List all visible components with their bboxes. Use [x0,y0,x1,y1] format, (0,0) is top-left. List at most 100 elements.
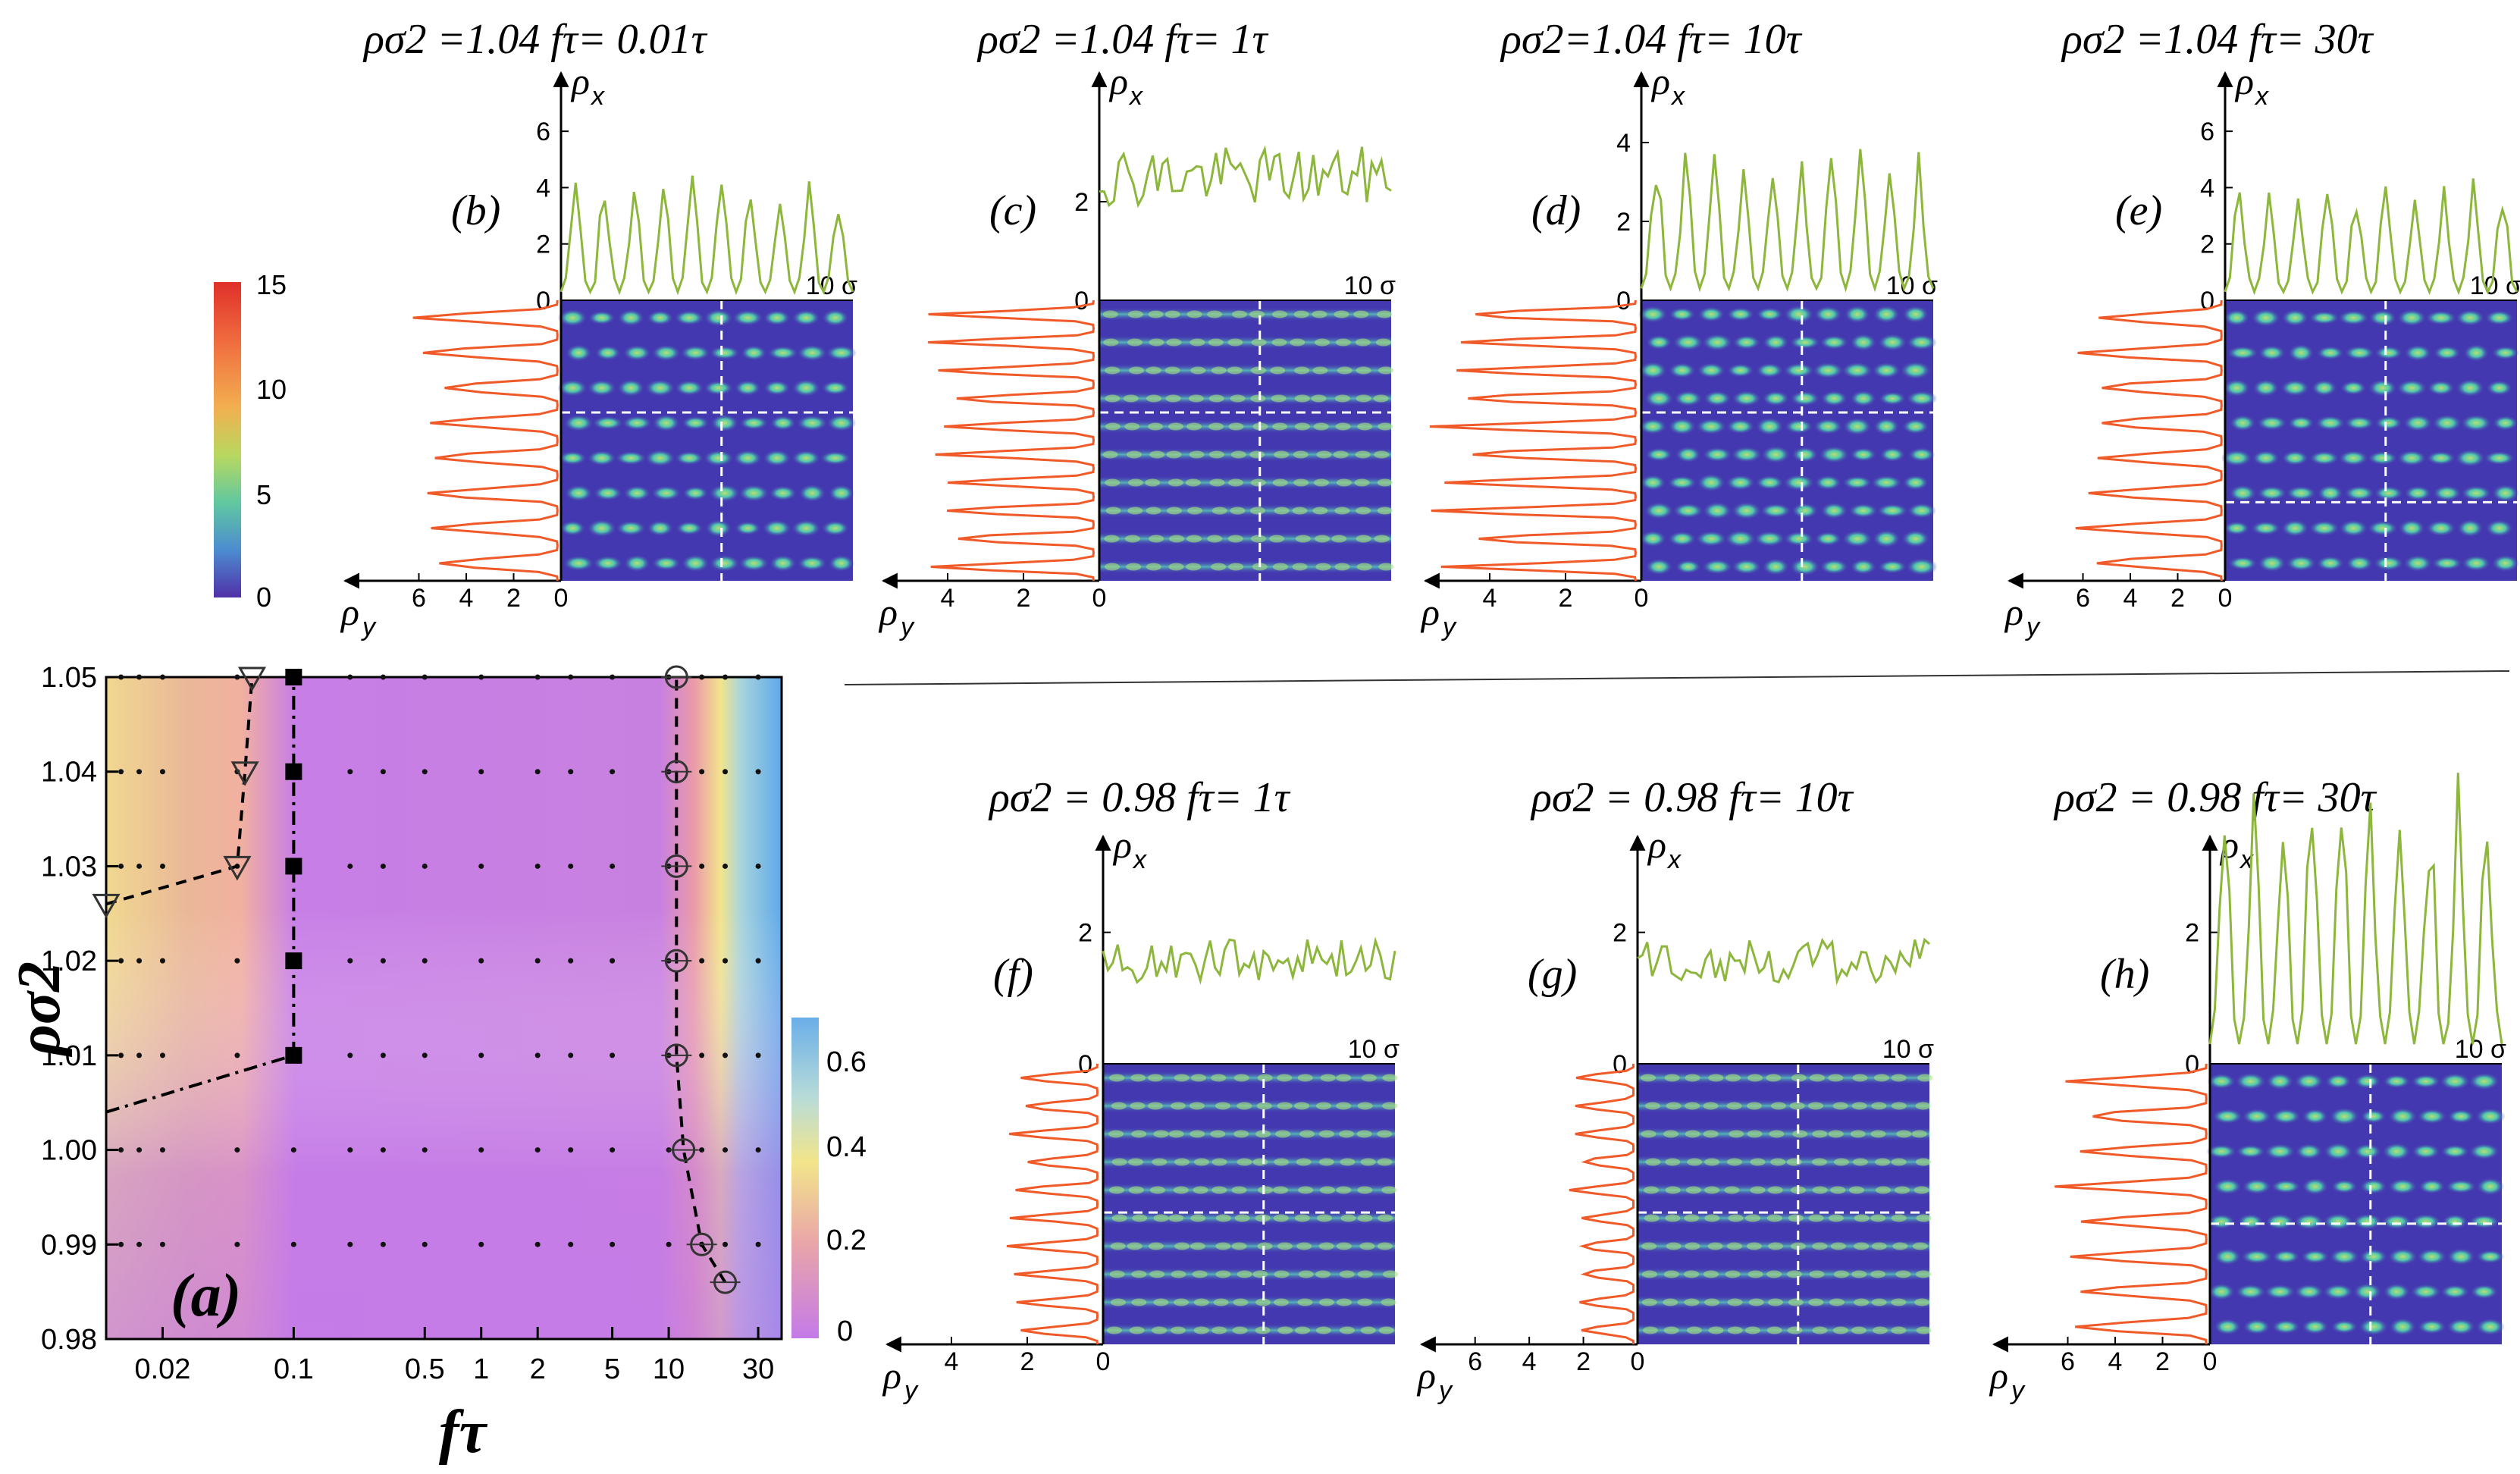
density-spot [1784,419,1813,434]
density-blob [1361,1074,1377,1082]
density-blob [1211,563,1227,571]
density-blob [1378,366,1393,375]
density-blob [1704,1158,1720,1166]
density-blob [1664,1074,1680,1082]
density-spot [2402,414,2433,432]
grid-dot [118,863,124,869]
density-spot [709,346,741,360]
triangle-marker [230,761,259,786]
density-spot [1726,363,1754,378]
density-blob [1109,1074,1125,1082]
density-spot [650,485,682,501]
x-tick-label: 1 [473,1353,489,1385]
colorbar-phase-tick: 0 [837,1316,853,1347]
density-spot [2432,485,2462,501]
density-spot [622,416,653,431]
density-spot [2374,416,2403,431]
density-blob [1377,310,1393,318]
density-blob [1272,422,1288,431]
panel-label: (e) [2115,187,2162,234]
grid-dot [347,769,353,775]
density-blob [1914,1298,1930,1306]
panel-title: ρσ2 = 0.98 fτ= 10τ [1530,774,1854,821]
phase-diagram: (a) 0.02 0.1 0.5 1 2 5 10 30 0.98 0.99 1.00 1.01 1.0… [6,662,783,1466]
density-spot [2293,1213,2324,1230]
density-blob [1854,1298,1870,1306]
density-spot [828,485,855,502]
density-blob [1357,1186,1373,1194]
density-blob [1228,478,1244,487]
colorbar-phase-tick: 0.2 [826,1225,867,1256]
x-tick-label: 30 [742,1353,774,1385]
density-blob [1149,338,1164,347]
density-spot [1789,557,1820,576]
density-blob [1340,1214,1356,1222]
density-spot [1844,305,1871,324]
density-spot [1812,362,1845,379]
density-spot [1703,390,1732,406]
density-spot [2446,1318,2476,1335]
density-blob [1788,1214,1804,1222]
density-blob [1111,1214,1127,1222]
density-blob [1829,1298,1845,1306]
density-spot [2256,485,2287,501]
density-blob [1293,478,1309,487]
square-marker [285,669,302,685]
panel-title: ρσ2 =1.04 fτ= 1τ [976,16,1269,63]
density-blob [1111,1102,1127,1110]
density-blob [1685,1186,1701,1194]
density-blob [1378,422,1393,431]
density-blob [1377,1242,1393,1250]
density-spot [1644,502,1674,519]
density-blob [1331,535,1347,543]
grid-dot [290,1241,296,1247]
density-spot [1667,531,1697,547]
density-blob [1148,1242,1164,1250]
density-spot [2432,414,2462,432]
density-blob [1230,506,1246,515]
density-blob [1377,506,1393,515]
density-spot [2418,1179,2446,1194]
y-tick-label: 1.02 [41,946,97,977]
rho-y-tick-label: 2 [1017,584,1031,613]
grid-dot [610,674,616,680]
density-blob [1725,1270,1741,1278]
density-blob [1786,1270,1802,1278]
panel-title: ρσ2 = 0.98 fτ= 30τ [2053,774,2377,821]
density-spot [2308,520,2340,536]
grid-dot [666,1241,672,1247]
density-spot [2404,485,2432,501]
grid-dot [568,769,574,775]
density-blob [1703,1270,1719,1278]
density-spot [2447,1109,2475,1124]
density-spot [1638,361,1667,380]
density-blob [1108,1186,1124,1194]
density-spot [2491,484,2519,503]
grid-dot [422,1147,428,1153]
density-spot [2354,1074,2381,1089]
density-spot [1701,559,1733,575]
density-spot [796,415,829,431]
density-blob [1665,1186,1681,1194]
grid-dot [234,958,240,964]
grid-dot [699,1147,705,1153]
grid-dot [422,958,428,964]
density-blob [1312,310,1327,318]
density-blob [1193,1298,1209,1306]
density-blob [1851,1270,1867,1278]
density-blob [1770,1158,1786,1166]
grid-dot [568,863,574,869]
density-spot [2258,345,2286,361]
density-map [561,300,853,581]
density-blob [1360,1326,1376,1334]
density-blob [1249,450,1265,459]
density-blob [1748,1298,1764,1306]
grid-dot [118,1241,124,1247]
grid-dot [755,1052,761,1058]
density-map [2210,1064,2502,1344]
panel-label: (g) [1528,951,1577,998]
density-blob [1687,1158,1703,1166]
density-blob [1186,563,1202,571]
density-spot [705,519,732,538]
